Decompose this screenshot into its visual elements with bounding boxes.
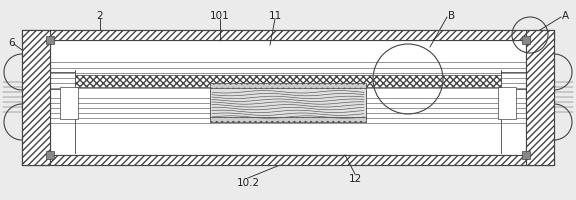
Text: 101: 101	[210, 11, 230, 21]
Text: 2: 2	[97, 11, 103, 21]
Bar	[22, 31, 50, 165]
Bar	[522, 151, 530, 159]
Bar	[22, 31, 554, 165]
Bar	[75, 76, 501, 88]
Text: 10.2: 10.2	[236, 177, 260, 187]
Bar	[50, 41, 526, 155]
Bar	[22, 31, 554, 41]
Bar	[210, 88, 366, 119]
Bar	[60, 88, 78, 119]
Bar	[210, 84, 366, 89]
Text: B: B	[448, 11, 455, 21]
Bar	[526, 31, 554, 165]
Text: 12: 12	[348, 173, 362, 183]
Bar	[522, 37, 530, 45]
Text: 6: 6	[8, 38, 14, 48]
Bar	[22, 155, 554, 165]
Bar	[498, 88, 516, 119]
Bar	[46, 151, 54, 159]
Bar	[210, 117, 366, 122]
Text: A: A	[562, 11, 569, 21]
Bar	[46, 37, 54, 45]
Text: 11: 11	[268, 11, 282, 21]
